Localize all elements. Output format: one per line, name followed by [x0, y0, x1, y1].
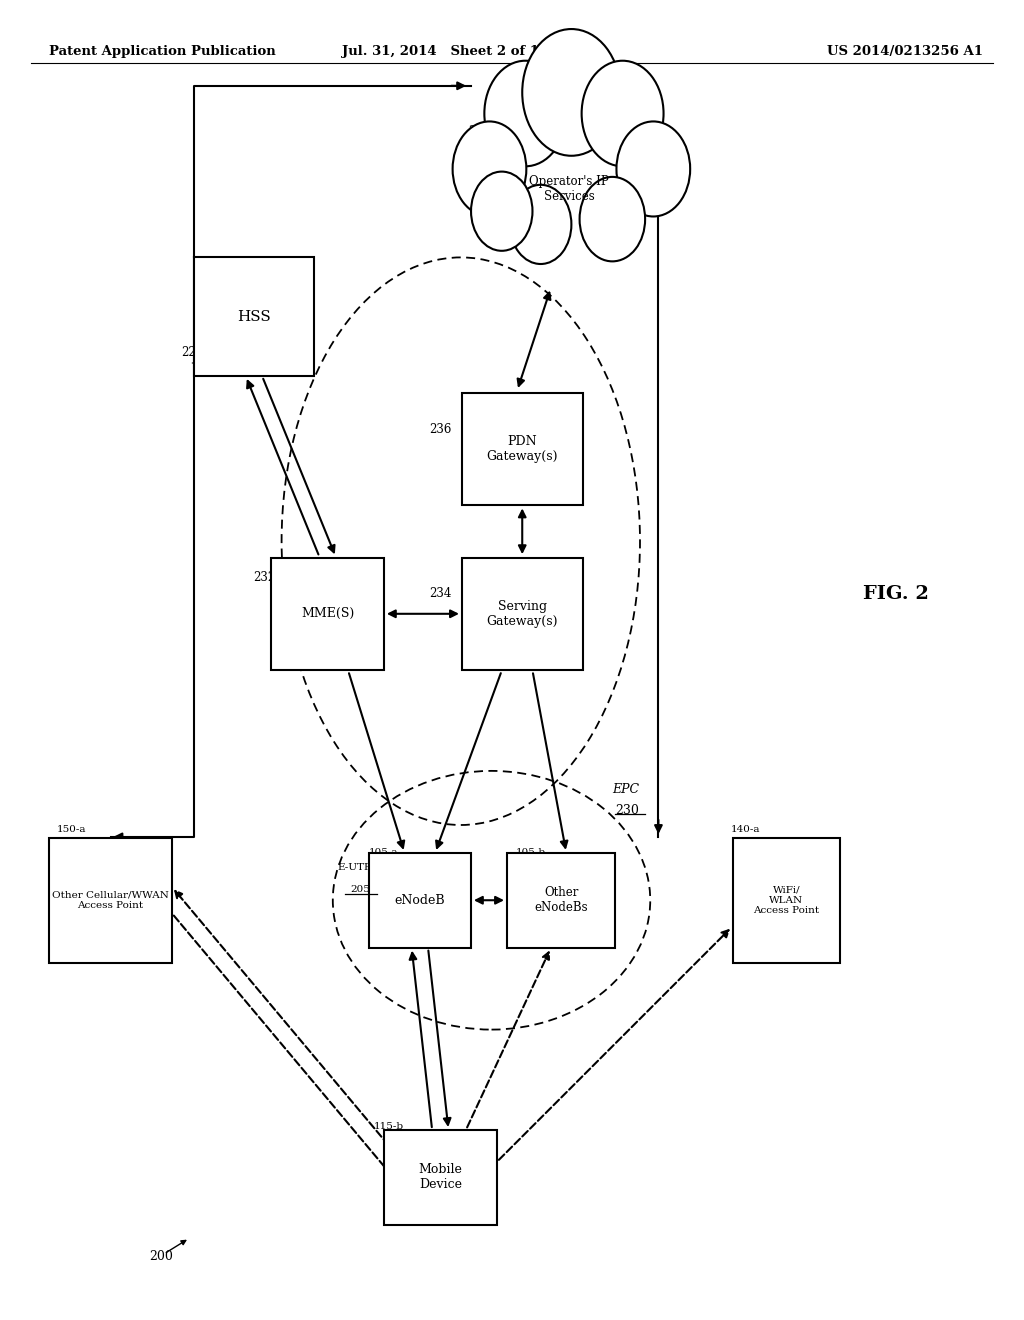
FancyBboxPatch shape [194, 257, 314, 376]
Text: US 2014/0213256 A1: US 2014/0213256 A1 [827, 45, 983, 58]
Text: 234: 234 [429, 586, 452, 599]
FancyBboxPatch shape [369, 853, 471, 948]
Text: Operator's IP
Services: Operator's IP Services [529, 174, 609, 203]
FancyBboxPatch shape [271, 557, 384, 671]
Text: Jul. 31, 2014   Sheet 2 of 10: Jul. 31, 2014 Sheet 2 of 10 [342, 45, 549, 58]
Text: 105-b: 105-b [515, 849, 546, 858]
Text: Serving
Gateway(s): Serving Gateway(s) [486, 599, 558, 628]
Text: WiFi/
WLAN
Access Point: WiFi/ WLAN Access Point [754, 886, 819, 915]
Text: 205: 205 [350, 886, 371, 894]
Ellipse shape [484, 61, 566, 166]
Text: 140-a: 140-a [731, 825, 760, 834]
Ellipse shape [510, 185, 571, 264]
Text: MME(S): MME(S) [301, 607, 354, 620]
Text: Other
eNodeBs: Other eNodeBs [535, 886, 588, 915]
Text: 236: 236 [429, 422, 452, 436]
Text: Mobile
Device: Mobile Device [419, 1163, 462, 1192]
Text: 230: 230 [615, 804, 639, 817]
Text: 105-a: 105-a [370, 849, 398, 858]
Ellipse shape [522, 29, 621, 156]
Text: 222: 222 [468, 124, 490, 137]
FancyBboxPatch shape [49, 837, 172, 964]
FancyBboxPatch shape [384, 1130, 497, 1225]
Text: E-UTRAN: E-UTRAN [338, 863, 389, 871]
FancyBboxPatch shape [508, 853, 614, 948]
Text: PDN
Gateway(s): PDN Gateway(s) [486, 434, 558, 463]
Text: HSS: HSS [238, 310, 270, 323]
FancyBboxPatch shape [462, 393, 583, 504]
Text: Other Cellular/WWAN
Access Point: Other Cellular/WWAN Access Point [52, 891, 169, 909]
Text: 220: 220 [181, 346, 204, 359]
Text: eNodeB: eNodeB [394, 894, 445, 907]
FancyBboxPatch shape [733, 837, 840, 964]
Ellipse shape [580, 177, 645, 261]
Ellipse shape [471, 172, 532, 251]
Text: 115-b: 115-b [374, 1122, 404, 1131]
Ellipse shape [449, 103, 674, 261]
Text: FIG. 2: FIG. 2 [863, 585, 929, 603]
Text: 150-a: 150-a [57, 825, 86, 834]
Ellipse shape [616, 121, 690, 216]
FancyBboxPatch shape [462, 557, 583, 671]
Text: EPC: EPC [612, 783, 639, 796]
Text: 232: 232 [253, 570, 275, 583]
Ellipse shape [453, 121, 526, 216]
Text: 200: 200 [148, 1250, 173, 1263]
Text: Patent Application Publication: Patent Application Publication [49, 45, 275, 58]
Ellipse shape [582, 61, 664, 166]
